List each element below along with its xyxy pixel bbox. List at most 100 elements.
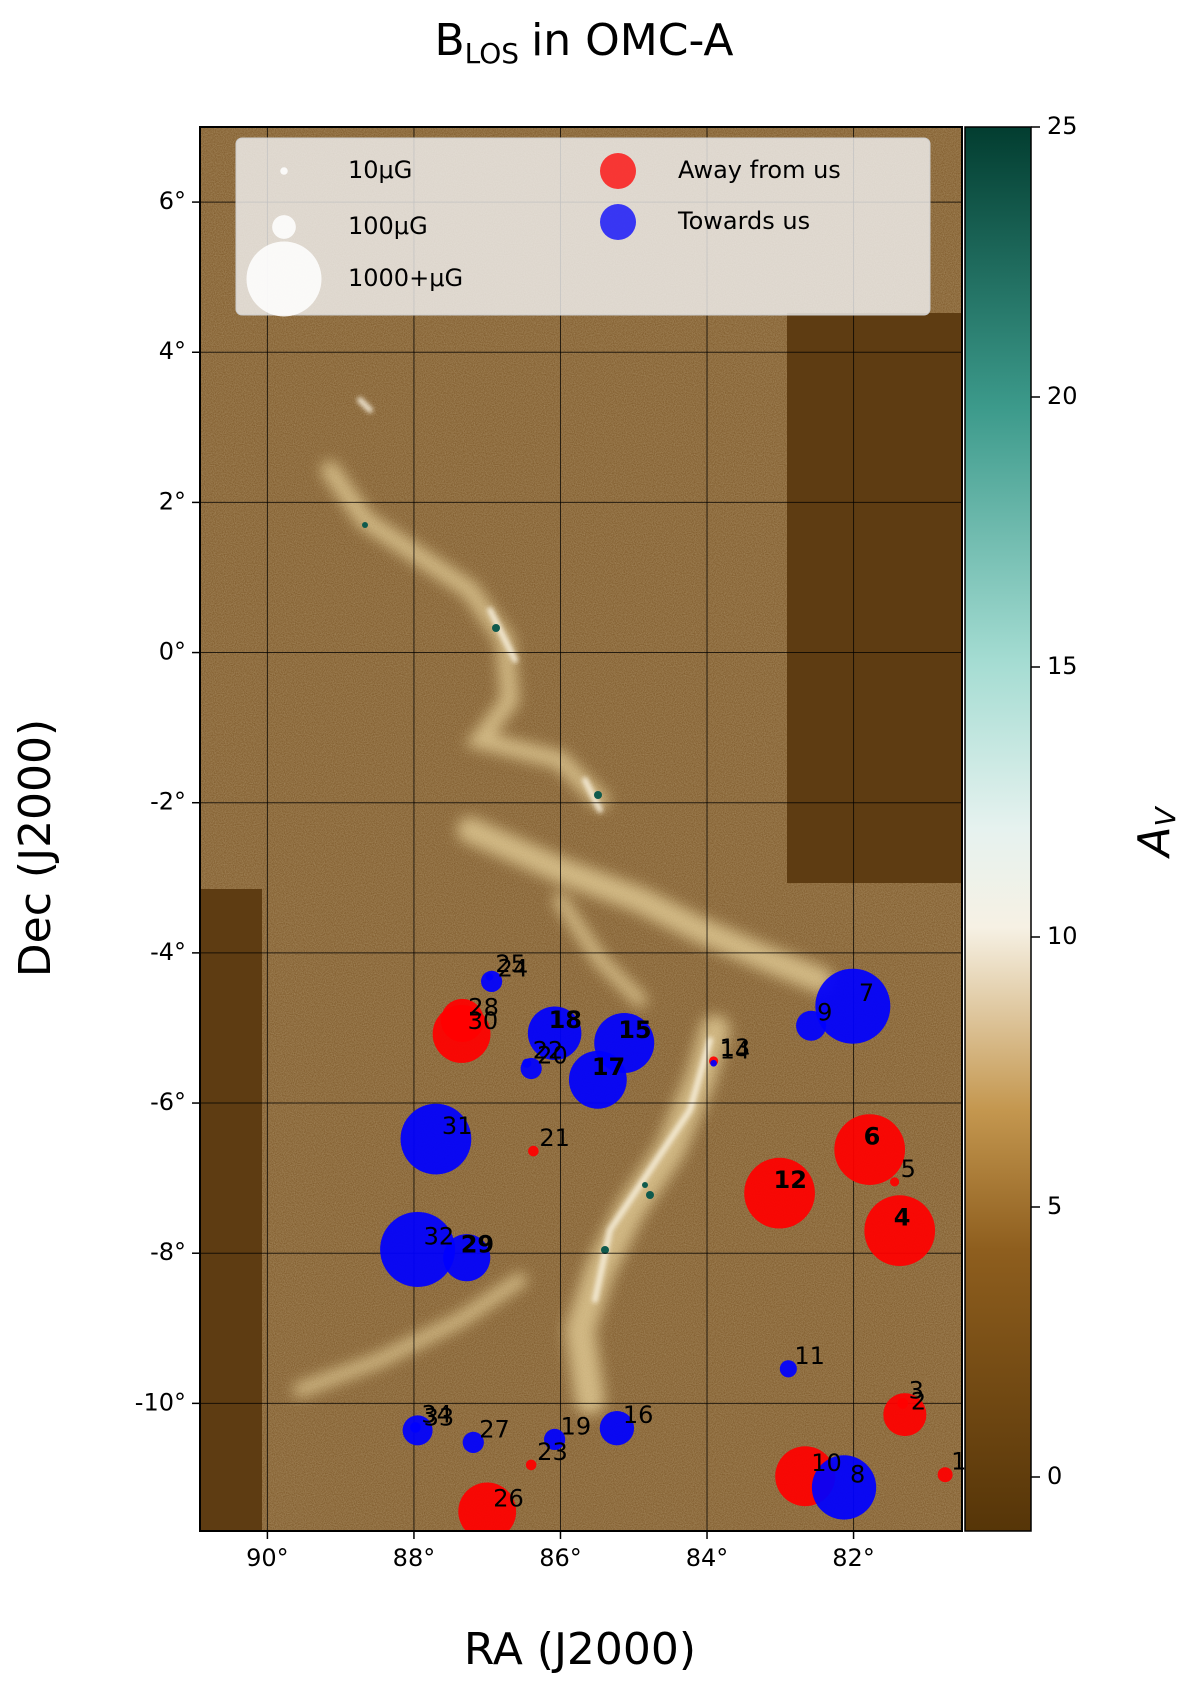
bubble — [410, 1422, 421, 1433]
bubble-label: 4 — [894, 1204, 911, 1232]
legend-size-label: 1000+μG — [348, 264, 463, 292]
bubble-label: 30 — [468, 1007, 499, 1035]
bubble-label: 18 — [549, 1006, 582, 1034]
x-axis-label: RA (J2000) — [464, 1624, 696, 1675]
bubble — [432, 1005, 491, 1063]
y-tick-label: -4° — [150, 938, 186, 966]
legend-size-label: 10μG — [348, 156, 412, 184]
sky-image — [200, 127, 962, 1531]
legend-marker — [600, 204, 636, 240]
bubble-label: 6 — [864, 1123, 881, 1151]
bubble-label: 1 — [951, 1448, 966, 1476]
bubble-label: 9 — [817, 999, 832, 1027]
colorbar-tick-label: 25 — [1047, 112, 1078, 140]
bubble — [811, 1455, 877, 1520]
colorbar-tick-label: 0 — [1047, 1462, 1062, 1490]
bubble-label: 24 — [498, 954, 529, 982]
x-tick-label: 90° — [246, 1544, 289, 1572]
y-tick-label: -10° — [135, 1388, 186, 1416]
bubble — [400, 1103, 472, 1175]
colorbar-tick-label: 15 — [1047, 652, 1078, 680]
bubble — [485, 973, 494, 981]
bubble — [527, 1006, 582, 1060]
bubble-label: 12 — [774, 1166, 807, 1194]
bubble — [544, 1428, 566, 1451]
colorbar-tick-label: 20 — [1047, 382, 1078, 410]
bubble-label: 23 — [537, 1438, 568, 1466]
bubble — [744, 1157, 815, 1229]
legend-label: Away from us — [678, 156, 841, 184]
bubble — [834, 1114, 906, 1185]
bubble-label: 14 — [720, 1036, 751, 1064]
bubble-label: 15 — [618, 1016, 651, 1044]
legend-marker — [600, 153, 636, 189]
bubble — [380, 1211, 456, 1287]
bubble — [883, 1393, 927, 1437]
legend-size-marker — [272, 215, 296, 239]
bubble — [528, 1145, 539, 1157]
bubble-label: 5 — [901, 1155, 916, 1183]
chart-title: BLOS in OMC-A — [434, 15, 733, 70]
bubble — [458, 1482, 517, 1531]
bubble-label: 7 — [859, 979, 874, 1007]
bubble-label: 32 — [424, 1222, 455, 1250]
y-tick-label: -6° — [150, 1088, 186, 1116]
bubble-label: 33 — [424, 1403, 455, 1431]
y-tick-label: 2° — [159, 487, 186, 515]
legend: 10μG 100μG 1000+μG Away from us Towards us — [246, 153, 841, 317]
bubble — [522, 1058, 532, 1068]
legend-label: Towards us — [677, 207, 810, 235]
y-tick-label: -2° — [150, 788, 186, 816]
legend-size-marker — [246, 241, 322, 317]
bubble — [525, 1459, 537, 1471]
colorbar-tick-label: 5 — [1047, 1192, 1062, 1220]
bubble-label: 17 — [592, 1053, 625, 1081]
bubble — [937, 1467, 953, 1483]
y-tick-label: -8° — [150, 1238, 186, 1266]
bubble — [815, 968, 891, 1044]
bubble — [864, 1195, 936, 1267]
x-tick-label: 82° — [832, 1544, 875, 1572]
bubble-label: 20 — [537, 1042, 568, 1070]
bubble — [779, 1360, 797, 1378]
colorbar-axis: 0 5 10 15 20 25 — [1031, 112, 1078, 1490]
bubble-label: 10 — [811, 1449, 842, 1477]
bubble-label: 27 — [479, 1415, 510, 1443]
plot-frame — [199, 126, 963, 1532]
x-tick-label: 86° — [539, 1544, 582, 1572]
bubble-label: 16 — [623, 1401, 654, 1429]
bubble-label: 25 — [495, 950, 526, 978]
bubble-label: 8 — [850, 1460, 865, 1488]
legend-size-marker — [280, 167, 288, 175]
y-axis-label: Dec (J2000) — [10, 719, 61, 977]
colorbar-label: AV — [1129, 806, 1182, 860]
bubble — [796, 1010, 827, 1041]
bubble-label: 11 — [794, 1342, 825, 1370]
point-labels: 1234561012132123262830789111415161718192… — [421, 950, 966, 1513]
bubble-label: 19 — [561, 1412, 592, 1440]
legend-box — [235, 137, 931, 316]
bubble — [599, 1410, 635, 1446]
bubble-label: 26 — [493, 1484, 524, 1512]
colorbar — [964, 126, 1032, 1532]
colorbar-tick-label: 10 — [1047, 922, 1078, 950]
bubble-label: 13 — [720, 1034, 751, 1062]
bubble — [462, 1431, 484, 1454]
bubble-label: 31 — [442, 1112, 473, 1140]
bubble — [710, 1059, 717, 1067]
bubble-label: 29 — [461, 1231, 494, 1259]
y-tick-label: 4° — [159, 337, 186, 365]
legend-size-label: 100μG — [348, 212, 428, 240]
bubble-label: 34 — [421, 1400, 452, 1428]
y-tick-label: 0° — [159, 638, 186, 666]
bubble-label: 21 — [539, 1124, 570, 1152]
bubble-label: 2 — [911, 1388, 926, 1416]
points — [380, 968, 953, 1531]
x-tick-label: 88° — [393, 1544, 436, 1572]
bubble-label: 28 — [468, 993, 499, 1021]
bubble — [568, 1050, 627, 1109]
x-tick-label: 84° — [686, 1544, 729, 1572]
bubble — [889, 1177, 900, 1187]
bubble — [897, 1398, 908, 1409]
